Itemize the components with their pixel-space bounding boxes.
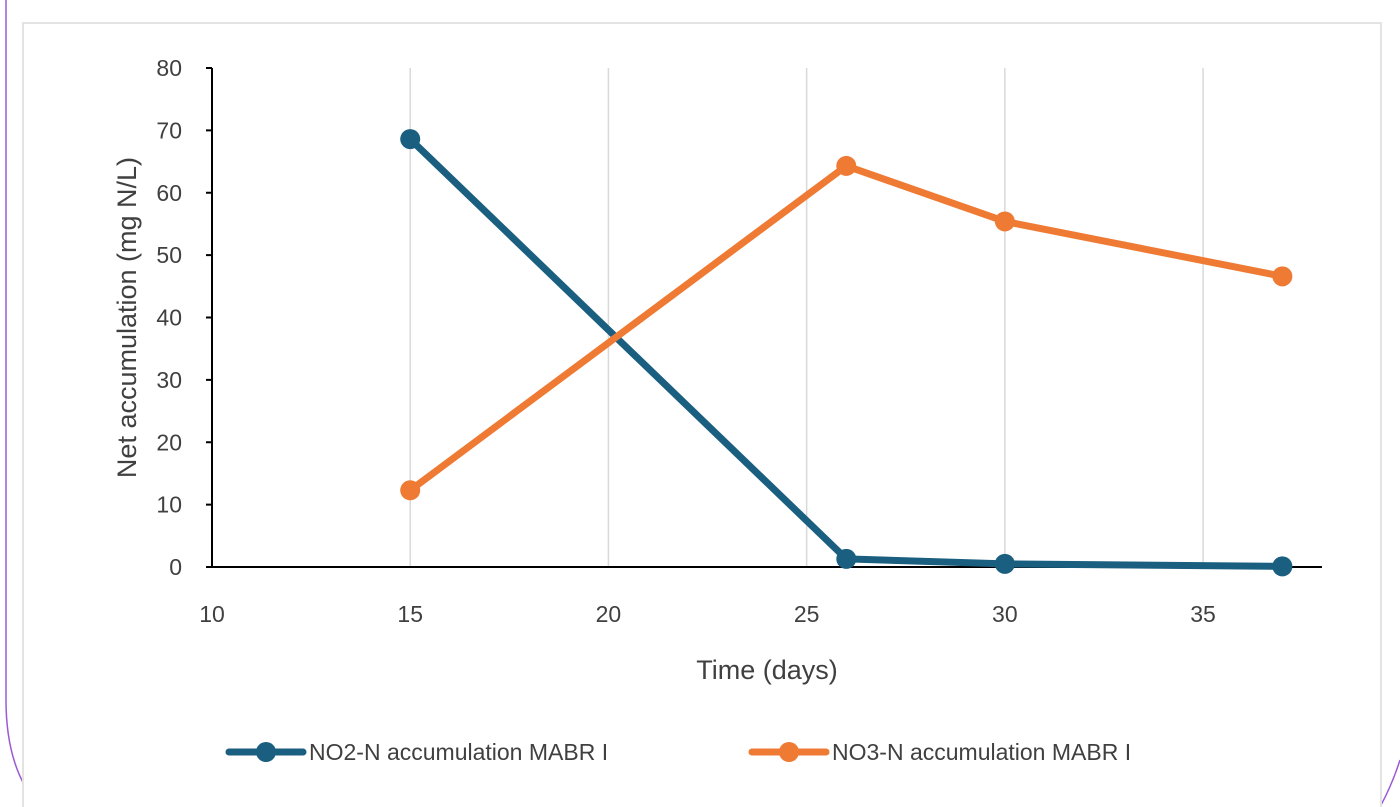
y-axis-title: Net accumulation (mg N/L): [112, 157, 142, 478]
x-tick-labels: 10 15 20 25 30 35: [199, 601, 1216, 627]
y-tick-label: 10: [156, 492, 182, 518]
y-tick-label: 50: [156, 242, 182, 268]
axes: [206, 67, 1322, 568]
legend-label: NO2-N accumulation MABR I: [309, 739, 608, 765]
data-point: [836, 155, 857, 176]
x-tick-label: 20: [596, 601, 622, 627]
y-tick-labels: 0 10 20 30 40 50 60 70 80: [156, 55, 182, 580]
y-tick-label: 70: [156, 117, 182, 143]
series-1: [400, 129, 1293, 577]
data-point: [400, 129, 421, 150]
legend: NO2-N accumulation MABR I NO3-N accumulat…: [225, 739, 1131, 765]
y-tick-label: 0: [169, 554, 182, 580]
data-point: [1272, 266, 1293, 287]
x-tick-label: 10: [199, 601, 225, 627]
series-line: [406, 162, 1286, 494]
legend-label: NO3-N accumulation MABR I: [832, 739, 1131, 765]
y-tick-label: 30: [156, 367, 182, 393]
legend-point-marker: [256, 742, 276, 762]
x-tick-label: 25: [794, 601, 820, 627]
y-tick-label: 40: [156, 305, 182, 331]
chart-panel: 10 15 20 25 30 35 0 10 20 30 40 50 60 70 80 Time (day…: [22, 22, 1382, 807]
x-tick-label: 30: [992, 601, 1018, 627]
y-tick-label: 80: [156, 55, 182, 81]
x-tick-label: 15: [397, 601, 423, 627]
data-point: [836, 548, 857, 569]
line-chart: 10 15 20 25 30 35 0 10 20 30 40 50 60 70 80 Time (day…: [112, 55, 1322, 765]
legend-item-2: NO3-N accumulation MABR I: [748, 739, 1131, 765]
data-point: [994, 211, 1015, 232]
x-tick-label: 35: [1190, 601, 1216, 627]
y-tick-label: 60: [156, 180, 182, 206]
legend-item-1: NO2-N accumulation MABR I: [225, 739, 608, 765]
series-line: [406, 135, 1286, 570]
data-point: [400, 480, 421, 501]
y-tick-label: 20: [156, 429, 182, 455]
gridlines: [409, 68, 1204, 567]
series-2: [400, 155, 1293, 501]
legend-point-marker: [779, 742, 799, 762]
series: [400, 129, 1293, 577]
data-point: [994, 553, 1015, 574]
x-axis-title: Time (days): [696, 655, 838, 685]
data-point: [1272, 556, 1293, 577]
